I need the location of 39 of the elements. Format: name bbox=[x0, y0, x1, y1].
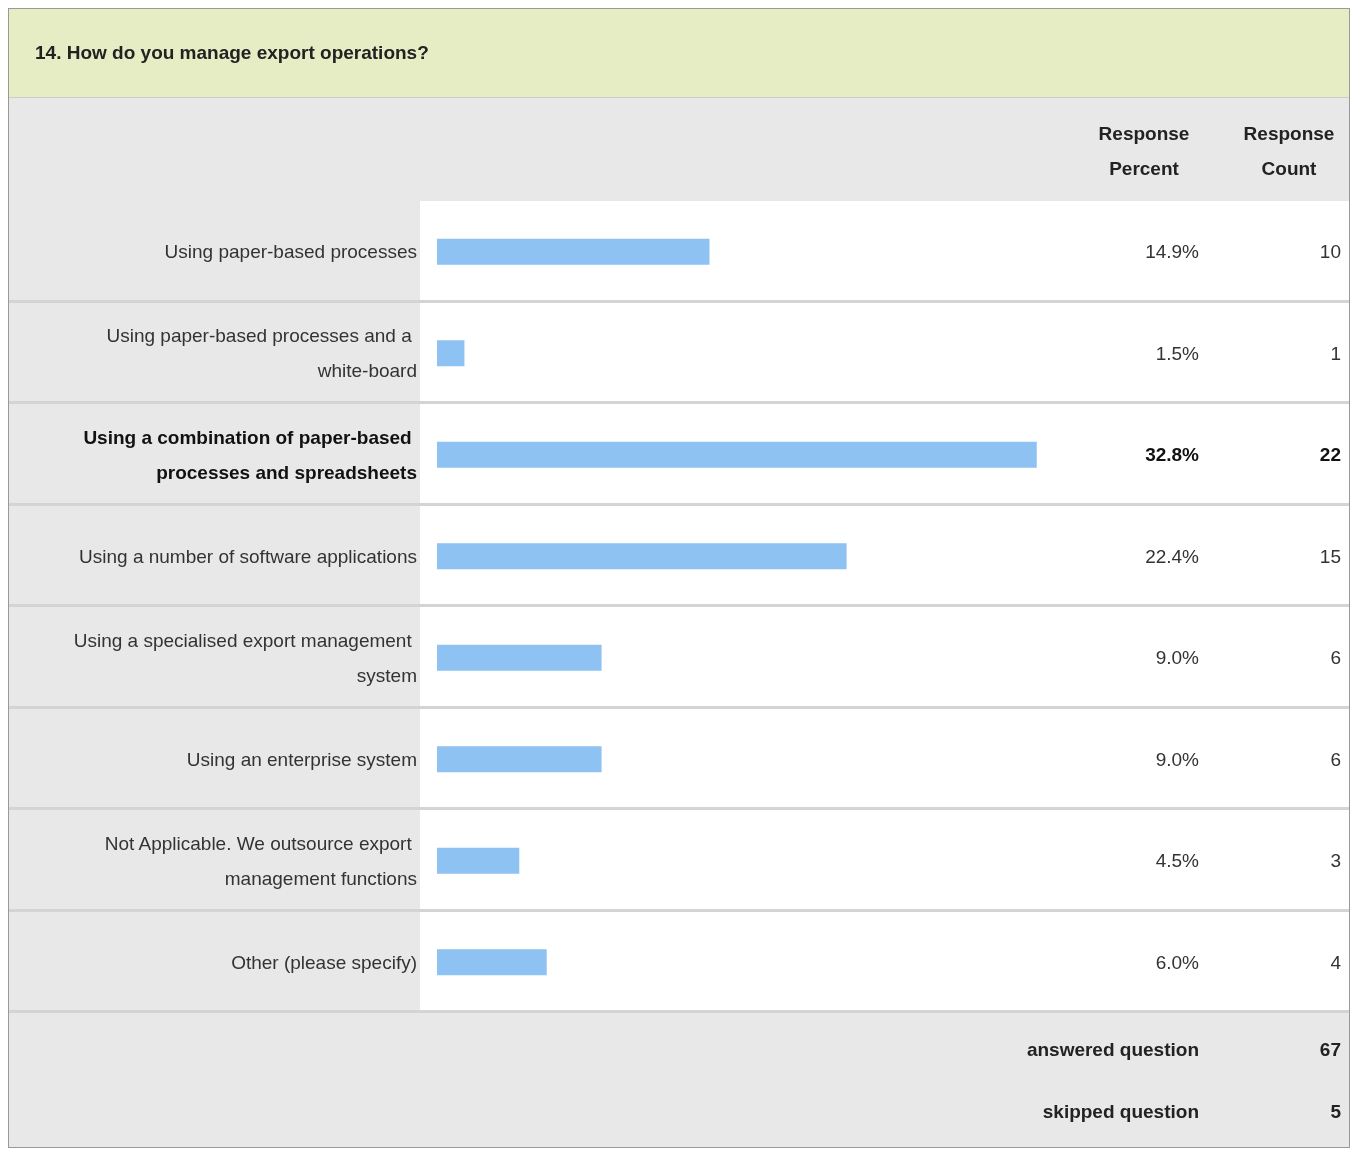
text: 22 bbox=[1319, 444, 1341, 466]
data-label: 22.4% bbox=[1145, 545, 1200, 567]
y-tick-label: Other (please specify) bbox=[231, 951, 417, 973]
text: 14. How do you manage export operations? bbox=[9, 9, 1349, 98]
data-label: 32.8% bbox=[1145, 444, 1200, 466]
text: Response Percent bbox=[1097, 122, 1191, 181]
text: answered question bbox=[1025, 1039, 1199, 1061]
text: 15 bbox=[1319, 545, 1341, 567]
data-label: 14.9% bbox=[1145, 241, 1200, 263]
y-tick-label: Using a number of software applications bbox=[79, 545, 417, 567]
y-tick-label: Using paper-based processes bbox=[164, 241, 417, 263]
y-tick-label: Using an enterprise system bbox=[186, 748, 417, 770]
bar bbox=[437, 847, 520, 874]
y-tick-label: Using a combination of paper-based processes and spreadsheets bbox=[83, 426, 417, 483]
text: 67 bbox=[1318, 1039, 1341, 1061]
bar bbox=[437, 949, 547, 976]
bar bbox=[437, 644, 602, 671]
bar bbox=[437, 746, 602, 773]
text: 10 bbox=[1319, 241, 1341, 263]
data-label: 9.0% bbox=[1155, 647, 1200, 669]
text: 1 bbox=[1330, 342, 1341, 364]
data-label: 9.0% bbox=[1155, 748, 1200, 770]
bar bbox=[437, 340, 465, 367]
y-tick-label: Not Applicable. We outsource export management functions bbox=[104, 832, 417, 889]
y-tick-label: Using a specialised export management system bbox=[73, 629, 417, 686]
data-label: 1.5% bbox=[1155, 342, 1200, 364]
data-label: 6.0% bbox=[1155, 951, 1200, 973]
text: 3 bbox=[1330, 850, 1341, 872]
data-label: 4.5% bbox=[1155, 850, 1200, 872]
bar bbox=[437, 238, 710, 265]
bar bbox=[437, 441, 1037, 468]
text: 6 bbox=[1330, 748, 1341, 770]
text: 6 bbox=[1330, 647, 1341, 669]
text: Response Count bbox=[1242, 122, 1336, 181]
text: 5 bbox=[1329, 1101, 1341, 1123]
bar bbox=[437, 543, 847, 570]
text: skipped question bbox=[1041, 1101, 1199, 1123]
text: 4 bbox=[1330, 951, 1342, 973]
y-tick-label: Using paper-based processes and a white-board bbox=[106, 325, 417, 382]
